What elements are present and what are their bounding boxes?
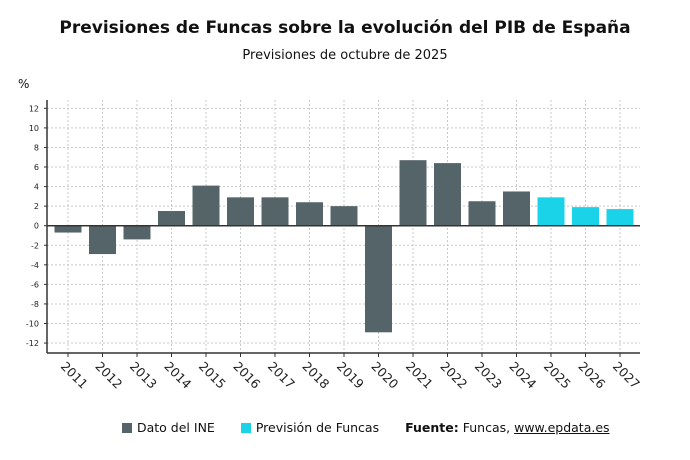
x-tick-label: 2019 (334, 359, 367, 392)
bar-2023 (468, 201, 496, 226)
bar-2014 (158, 211, 185, 226)
y-tick-label: -2 (31, 241, 39, 250)
source-label: Fuente: (405, 420, 459, 435)
source-link[interactable]: www.epdata.es (514, 420, 610, 435)
x-tick-label: 2018 (299, 359, 332, 392)
y-tick-label: -8 (31, 300, 39, 309)
x-tick-label: 2013 (127, 359, 160, 392)
source-text: Funcas, (462, 420, 515, 435)
legend-swatch-ine (122, 422, 132, 433)
x-tick-label: 2015 (196, 359, 229, 392)
x-tick-label: 2027 (610, 359, 643, 392)
y-tick-label: 8 (34, 143, 39, 152)
bar-2025 (537, 197, 565, 226)
legend-item-funcas: Previsión de Funcas (240, 420, 380, 435)
bar-2024 (503, 191, 530, 226)
legend-item-ine: Dato del INE (122, 420, 215, 435)
y-tick-label: -10 (26, 320, 39, 329)
bar-2027 (606, 209, 634, 226)
y-tick-label: -6 (31, 280, 39, 289)
bar-2021 (399, 160, 427, 226)
y-tick-label: 12 (29, 104, 39, 113)
x-tick-label: 2021 (403, 359, 436, 392)
chart-subtitle: Previsiones de octubre de 2025 (242, 48, 448, 63)
x-tick-label: 2012 (92, 359, 125, 392)
y-tick-label: 10 (29, 124, 39, 133)
bar-2022 (434, 163, 461, 226)
bar-2020 (365, 225, 392, 333)
x-tick-label: 2022 (437, 359, 470, 392)
y-tick-label: 6 (34, 163, 39, 172)
x-tick-label: 2014 (161, 359, 194, 392)
bar-2016 (227, 197, 254, 226)
legend-label-funcas: Previsión de Funcas (255, 420, 380, 435)
bar-2019 (330, 206, 358, 226)
legend-label-ine: Dato del INE (137, 420, 215, 435)
legend: Dato del INE Previsión de Funcas Fuente:… (122, 420, 610, 435)
x-tick-label: 2020 (368, 359, 401, 392)
x-tick-label: 2017 (265, 359, 298, 392)
y-axis-unit: % (18, 77, 30, 91)
y-tick-label: 0 (34, 222, 39, 231)
bar-2018 (296, 202, 323, 226)
x-tick-label: 2011 (58, 359, 91, 392)
x-tick-label: 2023 (472, 359, 505, 392)
bar-2017 (261, 197, 289, 226)
y-tick-label: 4 (34, 183, 39, 192)
bar-2026 (572, 207, 599, 226)
bar-2013 (123, 225, 151, 240)
chart-title: Previsiones de Funcas sobre la evolución… (59, 18, 631, 38)
y-tick-label: -12 (26, 339, 39, 348)
bar-2012 (89, 225, 116, 255)
x-tick-label: 2025 (541, 359, 574, 392)
x-tick-label: 2026 (575, 359, 608, 392)
x-tick-label: 2024 (506, 359, 539, 392)
x-tick-label: 2016 (230, 359, 263, 392)
source-note: Fuente: Funcas, www.epdata.es (405, 420, 609, 435)
bar-2011 (54, 225, 82, 233)
legend-swatch-funcas (240, 422, 251, 433)
bar-2015 (192, 185, 220, 226)
y-tick-label: 2 (34, 202, 39, 211)
y-tick-label: -4 (31, 261, 39, 270)
